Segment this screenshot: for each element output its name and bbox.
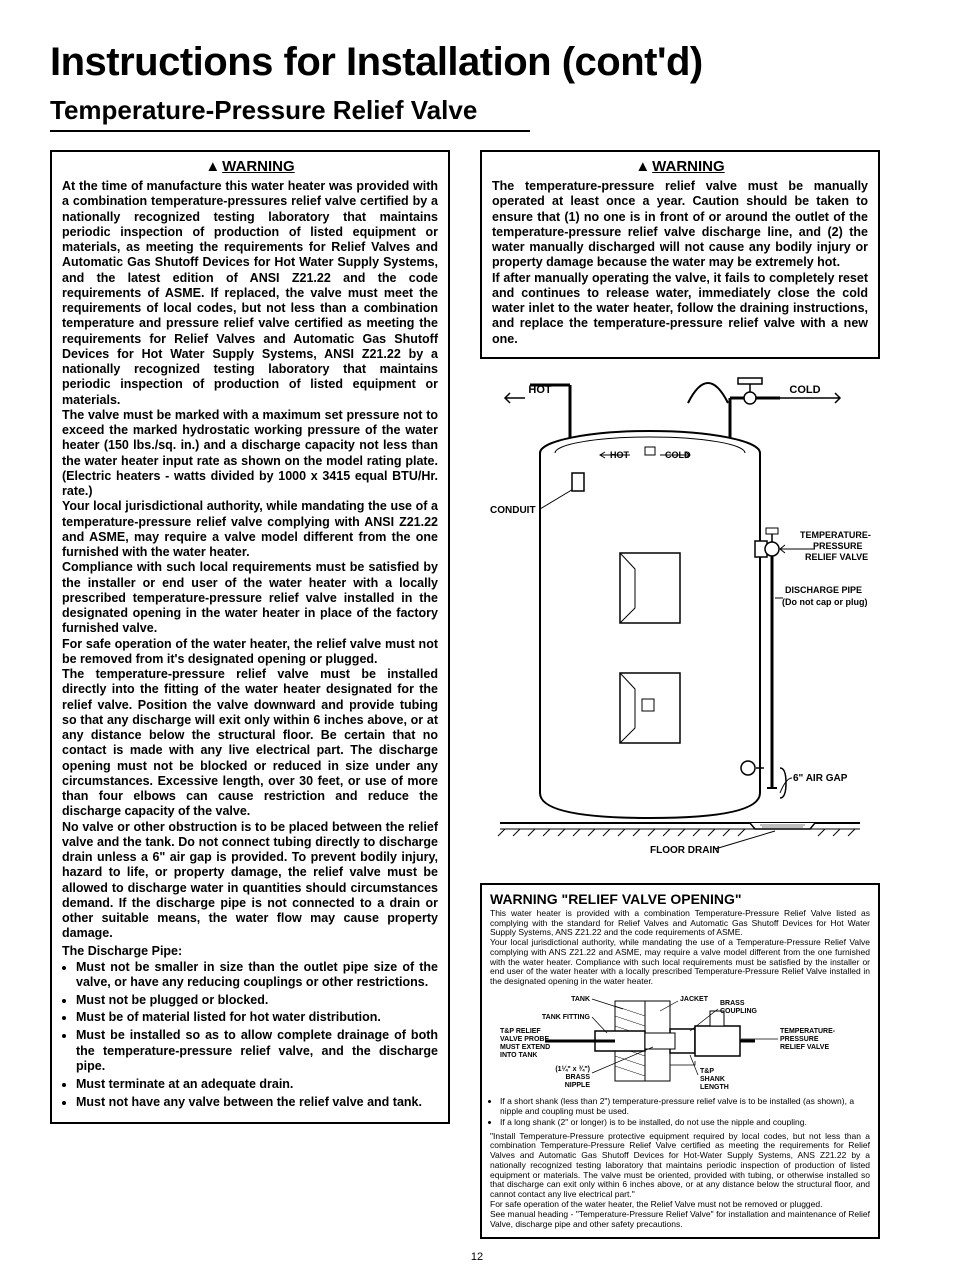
- dp-item-3: Must be installed so as to allow complet…: [76, 1028, 438, 1075]
- svg-text:BRASS: BRASS: [720, 1000, 745, 1007]
- left-para-7: No valve or other obstruction is to be p…: [62, 820, 438, 942]
- callout-warning-word: WARNING: [490, 891, 558, 907]
- page-title: Instructions for Installation (cont'd): [50, 40, 904, 85]
- callout-title-rest: "RELIEF VALVE OPENING": [558, 891, 742, 907]
- svg-text:JACKET: JACKET: [680, 996, 709, 1003]
- svg-text:TANK FITTING: TANK FITTING: [542, 1014, 591, 1021]
- right-para-2: If after manually operating the valve, i…: [492, 271, 868, 347]
- svg-text:PRESSURE: PRESSURE: [813, 541, 863, 551]
- svg-text:T&P: T&P: [700, 1068, 714, 1075]
- page-number: 12: [50, 1251, 904, 1263]
- svg-text:RELIEF VALVE: RELIEF VALVE: [780, 1044, 829, 1051]
- dp-item-5: Must not have any valve between the reli…: [76, 1095, 438, 1111]
- svg-text:CONDUIT: CONDUIT: [490, 505, 536, 516]
- svg-text:TEMPERATURE-: TEMPERATURE-: [800, 530, 871, 540]
- left-para-6: The temperature-pressure relief valve mu…: [62, 667, 438, 820]
- valve-cross-section-diagram: TANK TANK FITTING T&P RELIEF VALVE PROBE…: [490, 991, 870, 1093]
- svg-text:TEMPERATURE-: TEMPERATURE-: [780, 1028, 836, 1035]
- svg-text:T&P RELIEF: T&P RELIEF: [500, 1028, 541, 1035]
- svg-text:COLD: COLD: [789, 384, 820, 396]
- right-warning-title: ▲WARNING: [492, 158, 868, 175]
- dp-item-2: Must be of material listed for hot water…: [76, 1010, 438, 1026]
- svg-text:(1¼" x ¾"): (1¼" x ¾"): [555, 1065, 590, 1073]
- left-para-4: Compliance with such local requirements …: [62, 560, 438, 636]
- svg-text:RELIEF VALVE: RELIEF VALVE: [805, 552, 868, 562]
- svg-text:INTO TANK: INTO TANK: [500, 1052, 537, 1059]
- discharge-pipe-list: Must not be smaller in size than the out…: [62, 960, 438, 1111]
- svg-text:DISCHARGE PIPE: DISCHARGE PIPE: [785, 585, 862, 595]
- svg-text:LENGTH: LENGTH: [700, 1084, 729, 1091]
- svg-text:BRASS: BRASS: [565, 1074, 590, 1081]
- svg-text:(Do not cap or plug): (Do not cap or plug): [782, 597, 868, 607]
- dp-item-0: Must not be smaller in size than the out…: [76, 960, 438, 991]
- svg-text:VALVE PROBE: VALVE PROBE: [500, 1036, 549, 1043]
- warning-triangle-icon: ▲: [635, 158, 650, 175]
- svg-text:NIPPLE: NIPPLE: [565, 1082, 591, 1089]
- right-para-1: The temperature-pressure relief valve mu…: [492, 179, 868, 271]
- right-warning-title-text: WARNING: [652, 158, 725, 175]
- water-heater-diagram: HOT COLD: [480, 373, 880, 873]
- svg-text:SHANK: SHANK: [700, 1076, 725, 1083]
- right-column: ▲WARNING The temperature-pressure relief…: [480, 150, 880, 1239]
- left-warning-title-text: WARNING: [222, 158, 295, 175]
- relief-valve-callout: WARNING "RELIEF VALVE OPENING" This wate…: [480, 883, 880, 1240]
- svg-text:TANK: TANK: [571, 996, 590, 1003]
- callout-bullets: If a short shank (less than 2") temperat…: [500, 1097, 870, 1127]
- content-columns: ▲WARNING At the time of manufacture this…: [50, 150, 904, 1239]
- callout-small-3: "Install Temperature-Pressure protective…: [490, 1132, 870, 1200]
- left-warning-title: ▲WARNING: [62, 158, 438, 175]
- left-warning-body: At the time of manufacture this water he…: [62, 179, 438, 942]
- svg-text:FLOOR DRAIN: FLOOR DRAIN: [650, 845, 719, 856]
- callout-bullet-0: If a short shank (less than 2") temperat…: [500, 1097, 870, 1117]
- callout-small-5: See manual heading - "Temperature-Pressu…: [490, 1210, 870, 1230]
- callout-title: WARNING "RELIEF VALVE OPENING": [490, 891, 870, 907]
- svg-text:COUPLING: COUPLING: [720, 1008, 758, 1015]
- discharge-pipe-heading: The Discharge Pipe:: [62, 944, 438, 958]
- dp-item-4: Must terminate at an adequate drain.: [76, 1077, 438, 1093]
- warning-triangle-icon: ▲: [205, 158, 220, 175]
- callout-bullet-1: If a long shank (2" or longer) is to be …: [500, 1118, 870, 1128]
- svg-text:6" AIR GAP: 6" AIR GAP: [793, 773, 848, 784]
- left-para-1: At the time of manufacture this water he…: [62, 179, 438, 408]
- left-warning-box: ▲WARNING At the time of manufacture this…: [50, 150, 450, 1124]
- svg-text:MUST EXTEND: MUST EXTEND: [500, 1044, 550, 1051]
- right-warning-box: ▲WARNING The temperature-pressure relief…: [480, 150, 880, 359]
- left-para-2: The valve must be marked with a maximum …: [62, 408, 438, 500]
- left-para-5: For safe operation of the water heater, …: [62, 637, 438, 668]
- right-warning-body: The temperature-pressure relief valve mu…: [492, 179, 868, 347]
- left-column: ▲WARNING At the time of manufacture this…: [50, 150, 450, 1239]
- svg-text:PRESSURE: PRESSURE: [780, 1036, 819, 1043]
- callout-small-1: This water heater is provided with a com…: [490, 909, 870, 938]
- section-subtitle: Temperature-Pressure Relief Valve: [50, 95, 530, 132]
- left-para-3: Your local jurisdictional authority, whi…: [62, 499, 438, 560]
- dp-item-1: Must not be plugged or blocked.: [76, 993, 438, 1009]
- document-page: Instructions for Installation (cont'd) T…: [0, 0, 954, 1283]
- callout-small-2: Your local jurisdictional authority, whi…: [490, 938, 870, 987]
